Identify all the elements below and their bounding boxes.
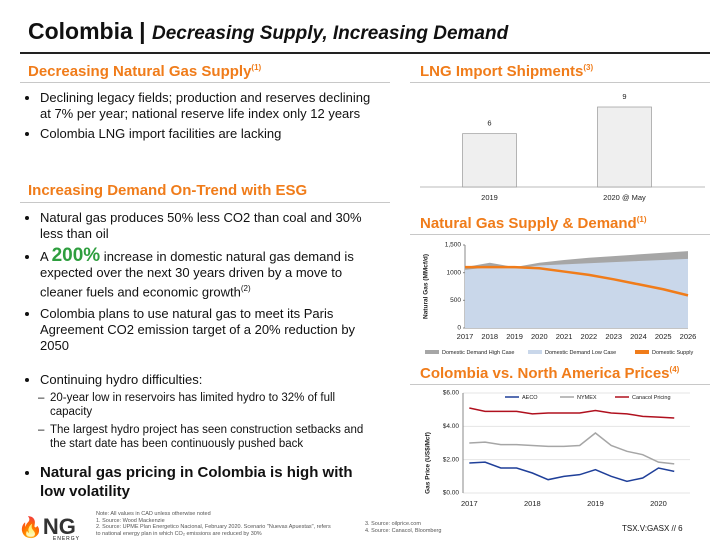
note: (1) <box>251 63 262 72</box>
title: Natural Gas Supply & Demand <box>420 215 637 232</box>
y-axis-label: Gas Price (US$/Mcf) <box>425 432 432 494</box>
legend-swatch <box>425 350 439 354</box>
y-tick-label: 0 <box>457 325 461 332</box>
value-label: 6 <box>487 119 491 128</box>
chart-title: LNG Import Shipments(3) <box>420 63 593 80</box>
slide-title: Colombia | Decreasing Supply, Increasing… <box>28 18 509 44</box>
bullet: Colombia LNG import facilities are lacki… <box>40 126 371 142</box>
rule <box>20 82 390 83</box>
bar <box>462 133 517 188</box>
line <box>469 461 675 483</box>
section-heading: Increasing Demand On-Trend with ESG <box>28 182 308 199</box>
footnotes: Note: All values in CAD unless otherwise… <box>96 511 336 537</box>
subtitle: Decreasing Supply, Increasing Demand <box>152 23 509 44</box>
footnote: 3. Source: oilprice.com <box>365 521 421 527</box>
bullet: Colombia plans to use natural gas to mee… <box>40 306 376 354</box>
x-tick-label: 2024 <box>630 332 647 341</box>
footnote: 4. Source: Canacol, Bloomberg <box>365 527 442 534</box>
legend-label: NYMEX <box>577 395 597 401</box>
title: Colombia <box>28 18 133 44</box>
legend-label: Domestic Demand High Case <box>442 350 514 356</box>
text: Continuing hydro difficulties: <box>40 372 203 388</box>
logo-text: NG <box>42 514 76 539</box>
footnote: 2. Source: UPME Plan Energetico Nacional… <box>96 524 331 537</box>
y-tick-label: $6.00 <box>443 390 460 397</box>
chart: 0 500 1000 1,500 2017 2018 2019 2020 2021 2022 202… <box>423 242 697 356</box>
x-tick-label: 2017 <box>457 332 474 341</box>
note: (2) <box>240 284 251 293</box>
x-tick-label: 2019 <box>506 332 523 341</box>
rule <box>410 82 710 83</box>
bullets: Natural gas produces 50% less CO2 than c… <box>26 210 376 505</box>
rule <box>20 202 390 203</box>
y-tick-label: 500 <box>450 297 461 304</box>
text: increase in domestic natural gas demand … <box>40 249 354 300</box>
text: A <box>40 249 52 264</box>
legend-label: Domestic Supply <box>652 350 694 356</box>
x-tick-label: 2018 <box>481 332 498 341</box>
y-tick-label: $2.00 <box>443 456 460 463</box>
legend-swatch <box>635 350 649 354</box>
highlight: 200% <box>51 245 101 266</box>
note: (4) <box>669 365 680 374</box>
bullet: Declining legacy fields; production and … <box>40 90 371 122</box>
value-label: 9 <box>622 92 626 101</box>
footnotes: 3. Source: oilprice.com 4. Source: Canaco… <box>365 521 505 534</box>
sub-bullet: The largest hydro project has seen const… <box>50 423 376 451</box>
y-tick-label: $4.00 <box>443 423 460 430</box>
x-tick-label: 2019 <box>587 499 604 508</box>
bullet: Natural gas pricing in Colombia is high … <box>40 463 376 501</box>
sub-bullet: 20-year low in reservoirs has limited hy… <box>50 391 376 419</box>
title: LNG Import Shipments <box>420 63 584 80</box>
y-tick-label: 1000 <box>447 269 462 276</box>
x-tick-label: 2020 <box>650 499 667 508</box>
chart-title: Colombia vs. North America Prices(4) <box>420 365 679 382</box>
x-tick-label: 2019 <box>481 193 498 202</box>
footnote: 1. Source: Wood Mackenzie <box>96 517 165 524</box>
bullets: Declining legacy fields; production and … <box>26 90 371 146</box>
rule <box>410 384 710 385</box>
x-tick-label: 2020 <box>531 332 548 341</box>
x-tick-label: 2018 <box>524 499 541 508</box>
bullet: A 200% increase in domestic natural gas … <box>40 245 376 300</box>
line <box>465 265 689 297</box>
legend-label: Domestic Demand Low Case <box>545 350 616 356</box>
x-tick-label: 2026 <box>680 332 697 341</box>
legend-label: AECO <box>522 395 538 401</box>
bullet: Continuing hydro difficulties: 20-year l… <box>40 372 376 451</box>
chart: 6 2019 9 2020 @ May <box>420 92 705 202</box>
note: (1) <box>636 215 647 224</box>
line <box>469 407 675 419</box>
y-tick-label: $0.00 <box>443 490 460 497</box>
legend-swatch <box>528 350 542 354</box>
heading: Decreasing Natural Gas Supply <box>28 63 252 80</box>
y-axis-label: Natural Gas (MMcf/d) <box>423 254 430 319</box>
section-heading: Decreasing Natural Gas Supply(1) <box>28 63 261 80</box>
note: (3) <box>583 63 594 72</box>
legend-label: Canacol Pricing <box>632 395 671 401</box>
x-tick-label: 2020 @ May <box>603 193 646 202</box>
bullet: Natural gas produces 50% less CO2 than c… <box>40 210 376 242</box>
x-tick-label: 2017 <box>461 499 478 508</box>
chart-title: Natural Gas Supply & Demand(1) <box>420 215 647 232</box>
x-tick-label: 2025 <box>655 332 672 341</box>
rule <box>410 234 710 235</box>
page-number: TSX.V:GASX // 6 <box>622 524 683 533</box>
title-rule <box>20 52 710 54</box>
area <box>465 258 688 328</box>
logo-sub: ENERGY <box>52 536 80 542</box>
logo: 🔥NG ENERGY <box>18 514 80 542</box>
x-tick-label: 2023 <box>605 332 622 341</box>
line <box>469 432 675 465</box>
x-tick-label: 2022 <box>581 332 598 341</box>
footnote: Note: All values in CAD unless otherwise… <box>96 511 211 517</box>
bar <box>597 106 652 188</box>
title: Colombia vs. North America Prices <box>420 365 670 382</box>
x-tick-label: 2021 <box>556 332 573 341</box>
chart: $0.00 $2.00 $4.00 $6.00 2017 2018 2019 2020 Gas … <box>425 390 690 508</box>
y-tick-label: 1,500 <box>445 242 462 249</box>
